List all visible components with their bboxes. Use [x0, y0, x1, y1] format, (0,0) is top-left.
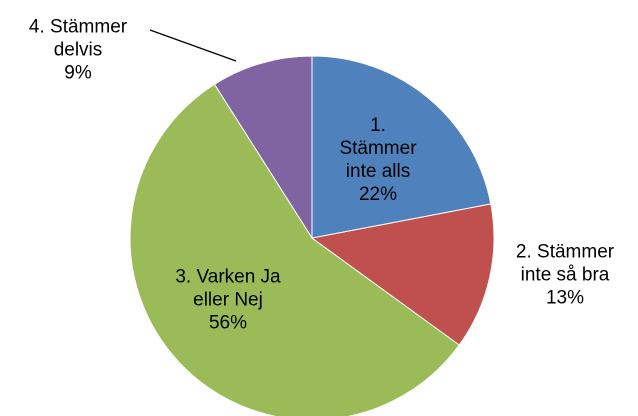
pie-slice: [213, 55, 313, 240]
pie-slice: [310, 203, 495, 346]
leader-line: [149, 29, 237, 62]
value-label: 9%: [64, 62, 92, 84]
value-label: 56%: [208, 312, 248, 334]
pie-slice: [129, 83, 460, 416]
slice-label: 3. Varken Ja eller Nej 56%: [158, 266, 298, 335]
category-label: 1. Stämmer inte alls: [339, 115, 417, 182]
slice-label: 1. Stämmer inte alls 22%: [332, 114, 424, 206]
slice-label: 2. Stämmer inte så bra 13%: [500, 241, 630, 310]
category-label: 3. Varken Ja eller Nej: [175, 266, 281, 311]
value-label: 13%: [545, 287, 585, 309]
category-label: 4. Stämmer delvis: [28, 16, 128, 61]
slice-label: 4. Stämmer delvis 9%: [18, 16, 138, 85]
category-label: 2. Stämmer inte så bra: [515, 241, 615, 286]
pie-slice: [311, 55, 492, 239]
value-label: 22%: [358, 184, 398, 205]
